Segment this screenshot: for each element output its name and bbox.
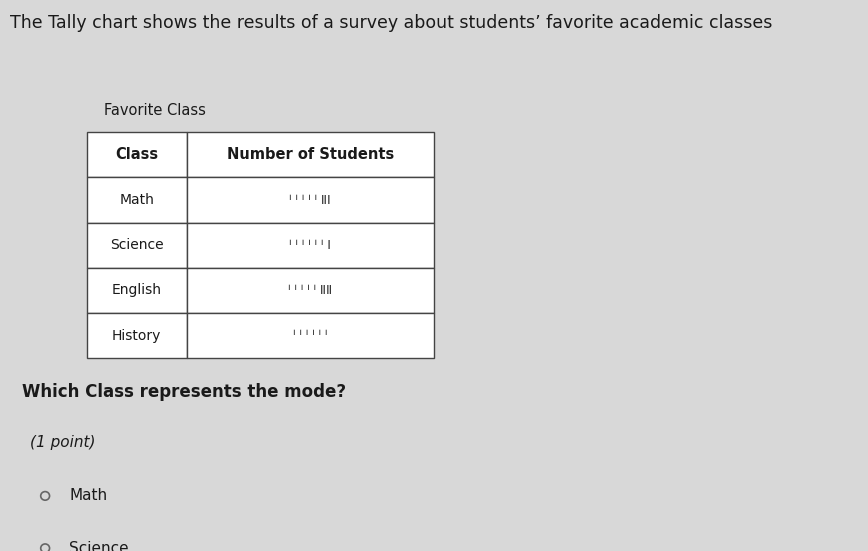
Text: Math: Math (69, 488, 108, 504)
Bar (87, 223, 187, 268)
Text: Science: Science (69, 541, 129, 551)
Text: ᑊ ᑊ ᑊ ᑊ ᑊ ⅡⅠ: ᑊ ᑊ ᑊ ᑊ ᑊ ⅡⅠ (290, 193, 331, 207)
Bar (187, 177, 434, 223)
Bar (187, 132, 434, 177)
Text: English: English (112, 283, 161, 298)
Text: Class: Class (115, 147, 158, 163)
Bar (187, 313, 434, 358)
Text: ᑊ ᑊ ᑊ ᑊ ᑊ ᑊ Ⅰ: ᑊ ᑊ ᑊ ᑊ ᑊ ᑊ Ⅰ (289, 239, 332, 252)
Bar (87, 177, 187, 223)
Text: The Tally chart shows the results of a survey about students’ favorite academic : The Tally chart shows the results of a s… (10, 14, 773, 32)
Bar (87, 313, 187, 358)
Bar (187, 223, 434, 268)
Text: ᑊ ᑊ ᑊ ᑊ ᑊ ᑊ: ᑊ ᑊ ᑊ ᑊ ᑊ ᑊ (293, 329, 327, 342)
Text: ᑊ ᑊ ᑊ ᑊ ᑊ ⅡⅡ: ᑊ ᑊ ᑊ ᑊ ᑊ ⅡⅡ (288, 284, 332, 297)
Text: (1 point): (1 point) (30, 435, 95, 450)
Text: History: History (112, 328, 161, 343)
Text: Science: Science (110, 238, 163, 252)
Bar (187, 268, 434, 313)
Text: Which Class represents the mode?: Which Class represents the mode? (22, 383, 345, 401)
Text: Number of Students: Number of Students (227, 147, 394, 163)
Bar (87, 132, 187, 177)
Text: Math: Math (119, 193, 155, 207)
Text: Favorite Class: Favorite Class (104, 104, 206, 118)
Bar (87, 268, 187, 313)
